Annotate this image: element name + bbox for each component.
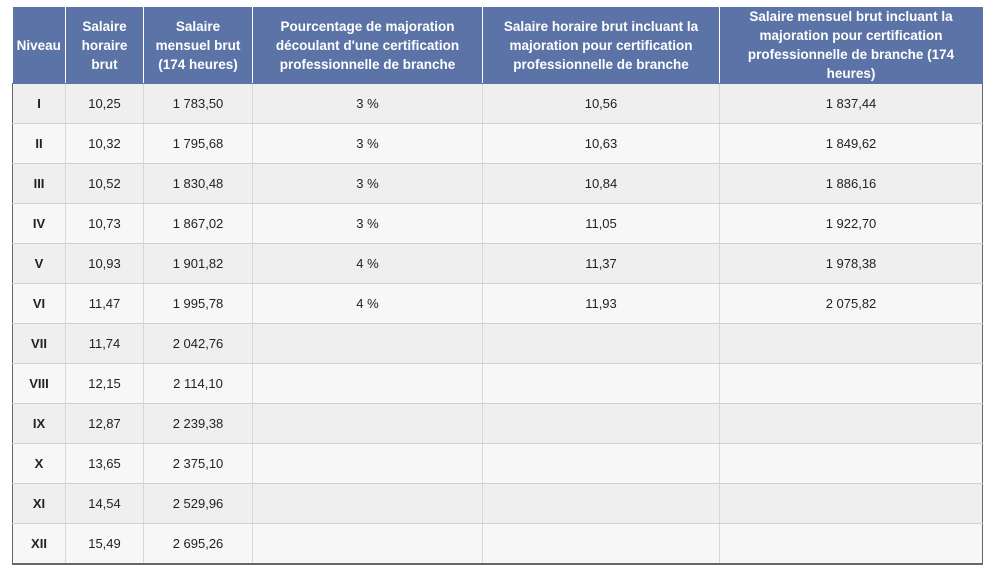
header-mensuel-majore: Salaire mensuel brut incluant la majorat… bbox=[719, 7, 983, 84]
header-pourcentage-majoration: Pourcentage de majoration découlant d'un… bbox=[252, 7, 483, 84]
table-header-row: Niveau Salaire horaire brut Salaire mens… bbox=[12, 7, 983, 84]
table-row: VIII 12,15 2 114,10 bbox=[12, 363, 983, 404]
pourcentage-cell bbox=[252, 523, 483, 565]
horaire-majore-cell: 10,56 bbox=[482, 83, 720, 124]
table-row: III 10,52 1 830,48 3 % 10,84 1 886,16 bbox=[12, 163, 983, 204]
salaire-horaire-cell: 14,54 bbox=[65, 483, 144, 524]
table-row: VII 11,74 2 042,76 bbox=[12, 323, 983, 364]
niveau-cell: VII bbox=[12, 323, 66, 364]
salaire-horaire-cell: 15,49 bbox=[65, 523, 144, 565]
header-horaire-majore: Salaire horaire brut incluant la majorat… bbox=[482, 7, 720, 84]
salaire-horaire-cell: 12,15 bbox=[65, 363, 144, 404]
pourcentage-cell: 4 % bbox=[252, 283, 483, 324]
niveau-cell: IX bbox=[12, 403, 66, 444]
pourcentage-cell: 3 % bbox=[252, 83, 483, 124]
horaire-majore-cell: 11,37 bbox=[482, 243, 720, 284]
horaire-majore-cell: 11,93 bbox=[482, 283, 720, 324]
table-row: XI 14,54 2 529,96 bbox=[12, 483, 983, 524]
niveau-cell: III bbox=[12, 163, 66, 204]
salaire-mensuel-cell: 2 375,10 bbox=[143, 443, 253, 484]
salaire-mensuel-cell: 1 867,02 bbox=[143, 203, 253, 244]
pourcentage-cell bbox=[252, 443, 483, 484]
table-row: XII 15,49 2 695,26 bbox=[12, 523, 983, 565]
niveau-cell: I bbox=[12, 83, 66, 124]
niveau-cell: VIII bbox=[12, 363, 66, 404]
horaire-majore-cell bbox=[482, 363, 720, 404]
horaire-majore-cell bbox=[482, 403, 720, 444]
salaire-mensuel-cell: 1 830,48 bbox=[143, 163, 253, 204]
header-salaire-horaire: Salaire horaire brut bbox=[65, 7, 144, 84]
table-row: VI 11,47 1 995,78 4 % 11,93 2 075,82 bbox=[12, 283, 983, 324]
mensuel-majore-cell: 1 978,38 bbox=[719, 243, 983, 284]
salaire-mensuel-cell: 1 995,78 bbox=[143, 283, 253, 324]
table-row: V 10,93 1 901,82 4 % 11,37 1 978,38 bbox=[12, 243, 983, 284]
salaire-horaire-cell: 10,25 bbox=[65, 83, 144, 124]
horaire-majore-cell bbox=[482, 323, 720, 364]
mensuel-majore-cell: 1 849,62 bbox=[719, 123, 983, 164]
niveau-cell: VI bbox=[12, 283, 66, 324]
salaire-horaire-cell: 10,73 bbox=[65, 203, 144, 244]
salaire-mensuel-cell: 1 783,50 bbox=[143, 83, 253, 124]
horaire-majore-cell bbox=[482, 523, 720, 565]
salaire-mensuel-cell: 2 042,76 bbox=[143, 323, 253, 364]
salaire-mensuel-cell: 2 114,10 bbox=[143, 363, 253, 404]
table-row: I 10,25 1 783,50 3 % 10,56 1 837,44 bbox=[12, 83, 983, 124]
niveau-cell: XI bbox=[12, 483, 66, 524]
salaire-horaire-cell: 10,52 bbox=[65, 163, 144, 204]
horaire-majore-cell: 10,63 bbox=[482, 123, 720, 164]
horaire-majore-cell bbox=[482, 443, 720, 484]
horaire-majore-cell bbox=[482, 483, 720, 524]
table-body: I 10,25 1 783,50 3 % 10,56 1 837,44 II 10,32 1 7… bbox=[12, 83, 983, 565]
mensuel-majore-cell bbox=[719, 523, 983, 565]
header-niveau: Niveau bbox=[12, 7, 66, 84]
salaire-horaire-cell: 10,93 bbox=[65, 243, 144, 284]
mensuel-majore-cell bbox=[719, 443, 983, 484]
mensuel-majore-cell bbox=[719, 363, 983, 404]
niveau-cell: X bbox=[12, 443, 66, 484]
salaire-mensuel-cell: 1 795,68 bbox=[143, 123, 253, 164]
pourcentage-cell bbox=[252, 363, 483, 404]
mensuel-majore-cell: 1 922,70 bbox=[719, 203, 983, 244]
mensuel-majore-cell: 1 837,44 bbox=[719, 83, 983, 124]
salaire-mensuel-cell: 2 529,96 bbox=[143, 483, 253, 524]
salaire-horaire-cell: 10,32 bbox=[65, 123, 144, 164]
table-row: IX 12,87 2 239,38 bbox=[12, 403, 983, 444]
salaire-horaire-cell: 13,65 bbox=[65, 443, 144, 484]
mensuel-majore-cell: 1 886,16 bbox=[719, 163, 983, 204]
salaire-horaire-cell: 11,74 bbox=[65, 323, 144, 364]
pourcentage-cell: 3 % bbox=[252, 203, 483, 244]
salaire-mensuel-cell: 2 695,26 bbox=[143, 523, 253, 565]
niveau-cell: V bbox=[12, 243, 66, 284]
mensuel-majore-cell bbox=[719, 323, 983, 364]
mensuel-majore-cell bbox=[719, 403, 983, 444]
niveau-cell: XII bbox=[12, 523, 66, 565]
pourcentage-cell bbox=[252, 323, 483, 364]
table-row: X 13,65 2 375,10 bbox=[12, 443, 983, 484]
header-salaire-mensuel: Salaire mensuel brut (174 heures) bbox=[143, 7, 253, 84]
pourcentage-cell: 3 % bbox=[252, 123, 483, 164]
mensuel-majore-cell bbox=[719, 483, 983, 524]
salaire-horaire-cell: 11,47 bbox=[65, 283, 144, 324]
salaire-mensuel-cell: 2 239,38 bbox=[143, 403, 253, 444]
niveau-cell: IV bbox=[12, 203, 66, 244]
table-row: II 10,32 1 795,68 3 % 10,63 1 849,62 bbox=[12, 123, 983, 164]
horaire-majore-cell: 11,05 bbox=[482, 203, 720, 244]
pourcentage-cell bbox=[252, 403, 483, 444]
pourcentage-cell: 3 % bbox=[252, 163, 483, 204]
pourcentage-cell: 4 % bbox=[252, 243, 483, 284]
salary-grid-table: Niveau Salaire horaire brut Salaire mens… bbox=[12, 7, 983, 565]
pourcentage-cell bbox=[252, 483, 483, 524]
salaire-mensuel-cell: 1 901,82 bbox=[143, 243, 253, 284]
mensuel-majore-cell: 2 075,82 bbox=[719, 283, 983, 324]
horaire-majore-cell: 10,84 bbox=[482, 163, 720, 204]
salaire-horaire-cell: 12,87 bbox=[65, 403, 144, 444]
niveau-cell: II bbox=[12, 123, 66, 164]
table-row: IV 10,73 1 867,02 3 % 11,05 1 922,70 bbox=[12, 203, 983, 244]
salary-table-container: Niveau Salaire horaire brut Salaire mens… bbox=[12, 7, 983, 565]
